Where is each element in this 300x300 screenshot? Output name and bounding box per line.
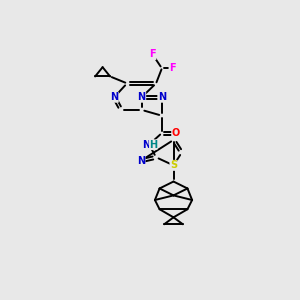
Text: F: F <box>149 50 156 59</box>
Text: N: N <box>137 156 145 166</box>
Text: N: N <box>110 92 118 102</box>
Text: F: F <box>169 63 176 73</box>
Text: S: S <box>170 160 177 170</box>
Text: N: N <box>142 140 150 150</box>
Text: N: N <box>138 92 146 102</box>
Text: N: N <box>158 92 166 102</box>
Text: H: H <box>149 140 157 150</box>
Text: O: O <box>172 128 180 138</box>
Text: H: H <box>145 140 154 150</box>
